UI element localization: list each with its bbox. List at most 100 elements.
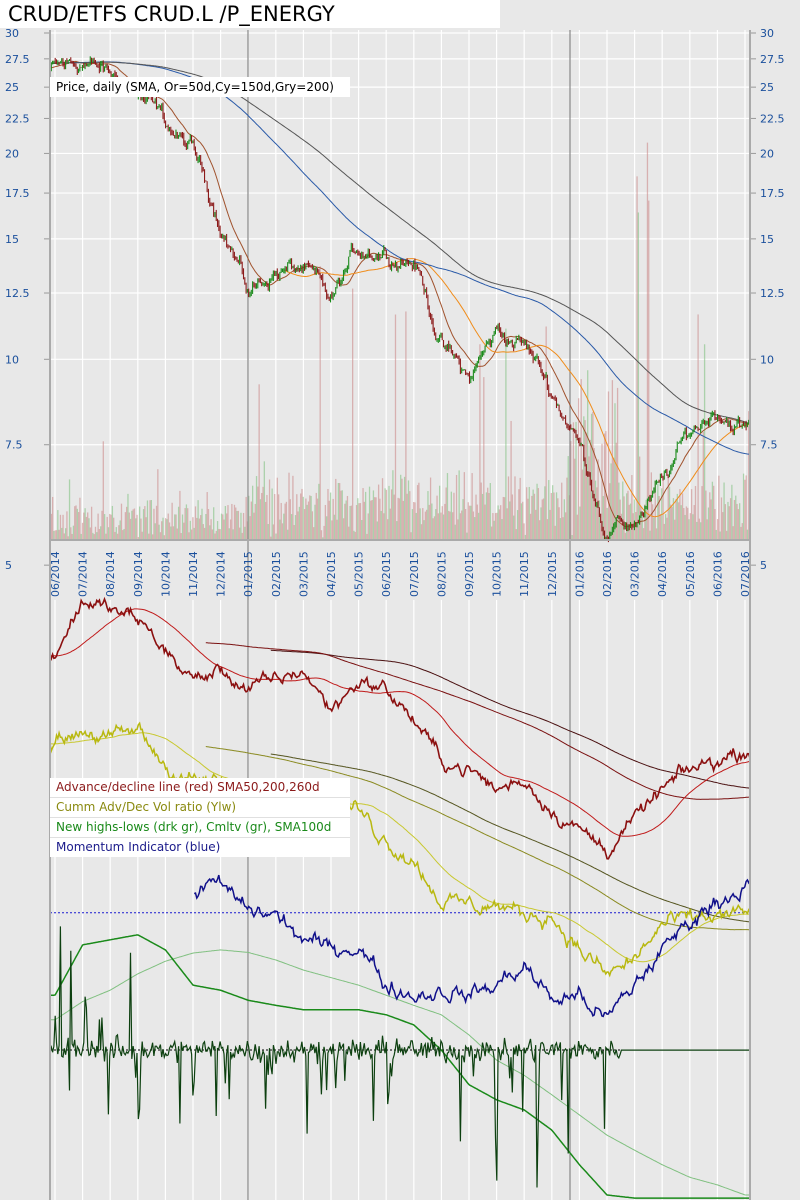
volume-bar	[151, 534, 154, 540]
volume-bar	[733, 499, 736, 540]
x-tick-label: 06/2016	[711, 551, 724, 597]
volume-bar	[100, 526, 102, 540]
chart-title: CRUD/ETFS CRUD.L /P_ENERGY	[0, 0, 500, 28]
volume-bar	[741, 523, 743, 540]
volume-bar	[515, 529, 517, 540]
volume-bar	[250, 501, 252, 540]
volume-bar	[413, 501, 415, 540]
volume-bar	[675, 499, 677, 540]
y-tick-label-right: 5	[760, 559, 767, 572]
volume-bar	[329, 492, 332, 540]
volume-bar	[50, 513, 52, 540]
volume-bar	[201, 508, 203, 540]
y-tick-label-left: 25	[5, 81, 19, 94]
volume-bar	[701, 486, 703, 540]
volume-bar	[702, 431, 704, 540]
volume-bar	[249, 516, 251, 540]
volume-bar	[170, 526, 172, 540]
volume-bar	[629, 503, 632, 540]
volume-bar	[190, 529, 193, 540]
volume-bar	[180, 533, 182, 540]
volume-bar	[316, 498, 319, 540]
volume-bar	[110, 514, 112, 540]
volume-bar	[364, 491, 367, 540]
volume-bar	[607, 391, 610, 540]
volume-bar	[581, 469, 584, 540]
volume-bar	[405, 311, 407, 540]
volume-bar	[480, 482, 482, 540]
volume-bar	[540, 507, 542, 540]
x-tick-label: 07/2016	[739, 551, 752, 597]
volume-bar	[57, 510, 59, 540]
volume-bar	[509, 501, 511, 540]
momentum-line	[193, 874, 751, 1018]
volume-bar	[67, 536, 69, 540]
volume-bar	[122, 530, 124, 540]
volume-bar	[514, 476, 516, 540]
volume-bar	[242, 512, 245, 540]
volume-bar	[498, 509, 501, 540]
y-tick-label-left: 5	[5, 559, 12, 572]
volume-bar	[609, 483, 611, 540]
volume-bar	[287, 529, 289, 540]
volume-bar	[303, 509, 306, 540]
volume-bar	[392, 470, 394, 540]
volume-bar	[296, 494, 298, 540]
volume-bar	[126, 506, 128, 540]
volume-bar	[442, 514, 445, 540]
volume-bar	[577, 398, 580, 540]
volume-bar	[288, 472, 290, 540]
volume-bar	[602, 495, 604, 540]
volume-bar	[450, 491, 452, 540]
volume-bar	[379, 498, 381, 540]
volume-bar	[409, 491, 411, 540]
volume-bar	[228, 528, 230, 540]
volume-bar	[370, 500, 372, 540]
volume-bar	[145, 517, 147, 540]
volume-bar	[401, 478, 403, 540]
volume-bar	[118, 525, 120, 540]
volume-bar	[610, 463, 612, 540]
volume-bar	[345, 500, 347, 540]
volume-bar	[615, 442, 617, 540]
volume-bar	[479, 344, 481, 540]
y-tick-label-left: 12.5	[5, 287, 30, 300]
price-candles	[50, 56, 751, 543]
volume-bar	[172, 526, 175, 540]
legend-adv-dec-vol: Cumm Adv/Dec Vol ratio (Ylw)	[50, 798, 350, 818]
y-tick-label-left: 20	[5, 147, 19, 160]
volume-bar	[385, 489, 388, 540]
volume-bar	[189, 520, 191, 540]
y-tick-label-right: 12.5	[760, 287, 785, 300]
volume-bar	[680, 505, 682, 540]
volume-bar	[163, 535, 165, 540]
volume-bar	[276, 477, 278, 540]
volume-bar	[107, 527, 110, 540]
volume-bar	[339, 483, 341, 540]
volume-bar	[76, 508, 78, 540]
volume-bar	[302, 496, 304, 540]
volume-bar	[470, 505, 472, 540]
volume-bar	[563, 499, 565, 540]
volume-bar	[506, 508, 508, 540]
volume-bar	[400, 474, 402, 540]
volume-bar	[284, 503, 286, 540]
adv-dec-vol-sma200-line	[205, 746, 750, 931]
volume-bar	[711, 481, 714, 540]
x-tick-label: 07/2014	[77, 551, 90, 597]
volume-bar	[736, 503, 738, 540]
volume-bar	[53, 530, 55, 540]
volume-bar	[740, 526, 742, 540]
volume-bar	[657, 483, 659, 540]
volume-bar	[427, 491, 429, 540]
volume-bar	[158, 524, 160, 540]
volume-bar	[518, 489, 520, 540]
volume-bar	[257, 486, 259, 540]
volume-bar	[737, 509, 740, 540]
volume-bar	[129, 518, 132, 540]
volume-bar	[735, 495, 737, 540]
volume-bar	[358, 503, 360, 540]
volume-bar	[298, 506, 301, 540]
y-tick-label-right: 15	[760, 233, 774, 246]
